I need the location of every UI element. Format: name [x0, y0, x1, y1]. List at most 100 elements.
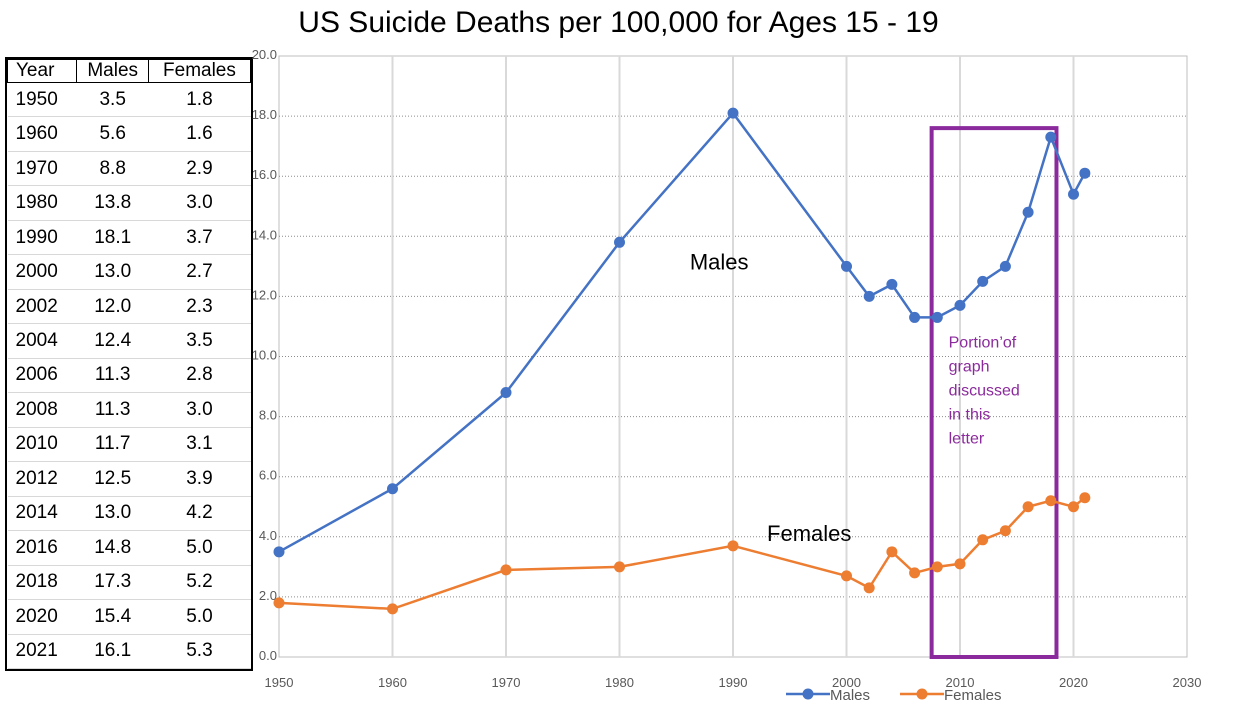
x-tick-label: 2010: [946, 675, 975, 690]
data-point-males: [500, 387, 512, 399]
y-tick-label: 10.0: [252, 348, 277, 363]
highlight-annotation-line: discussed: [949, 382, 1020, 399]
y-tick-label: 12.0: [252, 287, 277, 302]
legend-marker-males: [802, 688, 814, 700]
series-line-males: [278, 111, 1086, 553]
highlight-box: [929, 126, 1059, 659]
table-row: 2008 11.3 3.0: [7, 392, 251, 428]
x-tick-label: 2020: [1059, 675, 1088, 690]
x-tick-label: 2030: [1173, 675, 1202, 690]
cell-year: 1950: [7, 82, 77, 118]
x-tick-label: 1970: [492, 675, 521, 690]
data-point-females: [977, 534, 989, 546]
x-tick-label: 1990: [719, 675, 748, 690]
cell-females: 3.0: [148, 392, 251, 428]
y-tick-label: 2.0: [259, 588, 277, 603]
data-point-males: [841, 260, 852, 272]
cell-females: 5.0: [148, 530, 251, 566]
cell-males: 13.0: [76, 254, 149, 290]
data-point-males: [387, 483, 398, 495]
legend-label-females: Females: [944, 687, 1002, 704]
cell-males: 16.1: [76, 634, 149, 669]
highlight-annotation-line: letter: [949, 430, 985, 447]
table-row: 2000 13.0 2.7: [7, 254, 251, 290]
cell-year: 2014: [7, 496, 77, 532]
table-row: 2006 11.3 2.8: [7, 358, 251, 394]
cell-females: 4.2: [148, 496, 251, 532]
data-point-females: [931, 561, 943, 573]
cell-year: 2018: [7, 565, 77, 601]
table-row: 2016 14.8 5.0: [7, 530, 251, 566]
cell-year: 1990: [7, 220, 77, 256]
x-tick-label: 1980: [605, 675, 634, 690]
females-series-label: Females: [767, 521, 851, 546]
data-point-females: [1079, 492, 1091, 504]
highlight-annotation-line: graph: [949, 358, 990, 375]
y-tick-label: 6.0: [259, 468, 277, 483]
y-tick-label: 8.0: [259, 408, 277, 423]
cell-females: 2.7: [148, 254, 251, 290]
data-point-males: [931, 311, 943, 323]
y-tick-label: 0.0: [259, 648, 277, 663]
table-row: 2012 12.5 3.9: [7, 461, 251, 497]
cell-females: 3.9: [148, 461, 251, 497]
cell-males: 8.8: [76, 151, 149, 187]
cell-males: 18.1: [76, 220, 149, 256]
y-tick-label: 20.0: [252, 47, 277, 62]
table-row: 1970 8.8 2.9: [7, 151, 251, 187]
cell-males: 11.7: [76, 427, 149, 463]
data-point-males: [1079, 167, 1091, 179]
cell-males: 17.3: [76, 565, 149, 601]
data-point-males: [727, 107, 739, 119]
cell-females: 5.0: [148, 599, 251, 635]
data-point-males: [614, 236, 625, 248]
data-point-females: [614, 561, 625, 573]
cell-females: 1.6: [148, 116, 251, 152]
data-point-females: [954, 558, 966, 570]
data-point-females: [1022, 501, 1034, 513]
data-point-males: [1022, 206, 1034, 218]
data-point-females: [909, 567, 921, 579]
data-point-males: [273, 546, 285, 558]
data-point-males: [1068, 188, 1079, 200]
header-males: Males: [76, 59, 149, 83]
cell-females: 5.3: [148, 634, 251, 669]
data-point-females: [1068, 501, 1079, 513]
data-point-females: [841, 570, 852, 582]
table-header-row: Year Males Females: [6, 59, 252, 83]
cell-females: 2.9: [148, 151, 251, 187]
cell-year: 2008: [7, 392, 77, 428]
data-table: Year Males Females 1950 3.5 1.8 1960 5.6 1.6 1…: [5, 57, 253, 671]
cell-females: 3.0: [148, 185, 251, 221]
data-point-females: [387, 603, 398, 615]
y-tick-label: 16.0: [252, 167, 277, 182]
highlight-annotation-line: in this: [949, 406, 991, 423]
header-year: Year: [6, 59, 78, 83]
table-row: 2004 12.4 3.5: [7, 323, 251, 359]
data-point-males: [999, 260, 1011, 272]
cell-year: 1970: [7, 151, 77, 187]
cell-year: 1960: [7, 116, 77, 152]
data-point-females: [273, 597, 285, 609]
cell-females: 3.7: [148, 220, 251, 256]
table-row: 1960 5.6 1.6: [7, 116, 251, 152]
data-point-males: [909, 311, 921, 323]
cell-year: 2000: [7, 254, 77, 290]
table-row: 2021 16.1 5.3: [7, 634, 251, 669]
highlight-annotation-line: Portion’of: [949, 334, 1017, 351]
cell-males: 12.4: [76, 323, 149, 359]
cell-year: 1980: [7, 185, 77, 221]
data-point-females: [1045, 495, 1057, 507]
cell-year: 2020: [7, 599, 77, 635]
table-row: 2014 13.0 4.2: [7, 496, 251, 532]
data-point-females: [727, 540, 739, 552]
cell-year: 2012: [7, 461, 77, 497]
header-females: Females: [147, 59, 252, 83]
cell-females: 5.2: [148, 565, 251, 601]
table-row: 2010 11.7 3.1: [7, 427, 251, 463]
cell-females: 1.8: [148, 82, 251, 118]
males-series-label: Males: [690, 249, 749, 274]
data-point-females: [500, 564, 512, 576]
table-row: 2002 12.0 2.3: [7, 289, 251, 325]
table-row: 1980 13.8 3.0: [7, 185, 251, 221]
